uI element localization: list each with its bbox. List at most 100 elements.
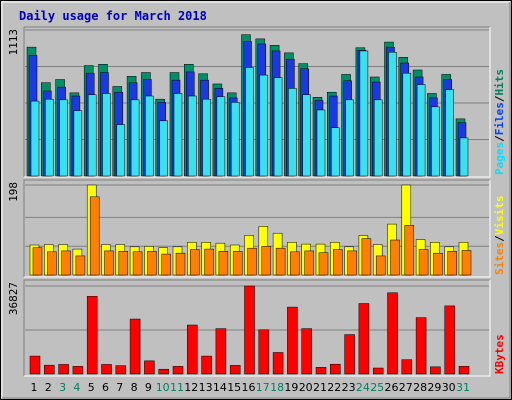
bar-pages-day13 bbox=[202, 98, 211, 177]
bar-kbytes-day4 bbox=[72, 366, 84, 375]
bar-pages-day30 bbox=[445, 89, 454, 177]
tick-label-day-4: 4 bbox=[73, 381, 80, 394]
legend-sites: Sites bbox=[493, 242, 506, 275]
tick-label-day-9: 9 bbox=[145, 381, 152, 394]
bar-kbytes-day15 bbox=[229, 365, 241, 375]
tick-label-day-7: 7 bbox=[116, 381, 123, 394]
tick-label-day-5: 5 bbox=[88, 381, 95, 394]
bar-pages-day14 bbox=[216, 96, 226, 177]
tick-label-day-30: 30 bbox=[442, 381, 456, 394]
bar-pages-day31 bbox=[459, 137, 469, 177]
bar-sites-day20 bbox=[304, 250, 314, 276]
bar-kbytes-day28 bbox=[415, 317, 427, 375]
bar-sites-day18 bbox=[275, 247, 286, 276]
panel-1-shadow bbox=[23, 179, 490, 277]
bar-pages-day17 bbox=[259, 74, 269, 177]
bar-pages-day6 bbox=[102, 93, 111, 177]
tick-label-day-20: 20 bbox=[299, 381, 313, 394]
bar-kbytes-day16 bbox=[244, 285, 255, 375]
tick-label-day-11: 11 bbox=[170, 381, 184, 394]
tick-label-day-22: 22 bbox=[327, 381, 341, 394]
bar-pages-day21 bbox=[316, 109, 326, 177]
bar-sites-day6 bbox=[104, 250, 114, 276]
bar-sites-day12 bbox=[190, 249, 200, 276]
bar-sites-day21 bbox=[318, 252, 329, 276]
bar-sites-day5 bbox=[89, 196, 100, 276]
bar-sites-day14 bbox=[218, 251, 229, 276]
legend-2: KBytes bbox=[493, 334, 506, 374]
tick-label-day-16: 16 bbox=[242, 381, 256, 394]
bar-kbytes-day30 bbox=[444, 305, 455, 375]
bar-pages-day29 bbox=[431, 106, 440, 177]
bar-sites-day17 bbox=[261, 246, 272, 276]
panel-2-highlight bbox=[24, 280, 491, 377]
tick-label-day-17: 17 bbox=[256, 381, 270, 394]
tick-label-day-1: 1 bbox=[31, 381, 38, 394]
bar-sites-day3 bbox=[61, 250, 71, 276]
bar-pages-day2 bbox=[45, 98, 54, 177]
bar-kbytes-day27 bbox=[401, 359, 413, 375]
legend-1: Sites/Visits bbox=[493, 196, 506, 276]
tick-label-day-14: 14 bbox=[213, 381, 227, 394]
bar-sites-day2 bbox=[47, 251, 57, 276]
bar-pages-day3 bbox=[59, 99, 68, 177]
bar-pages-day16 bbox=[245, 67, 254, 177]
bar-sites-day11 bbox=[175, 252, 186, 276]
tick-label-day-21: 21 bbox=[313, 381, 327, 394]
bar-pages-day27 bbox=[402, 72, 412, 177]
tick-label-day-2: 2 bbox=[45, 381, 52, 394]
legend-pages: Pages bbox=[493, 142, 506, 175]
bar-sites-day15 bbox=[232, 251, 243, 276]
bar-sites-day8 bbox=[132, 251, 143, 276]
tick-label-day-25: 25 bbox=[370, 381, 384, 394]
bar-kbytes-day1 bbox=[29, 355, 41, 375]
tick-label-day-10: 10 bbox=[156, 381, 170, 394]
bar-kbytes-day20 bbox=[301, 328, 312, 375]
bar-kbytes-day12 bbox=[187, 324, 198, 375]
tick-label-day-15: 15 bbox=[227, 381, 241, 394]
bar-kbytes-day13 bbox=[201, 355, 212, 375]
bar-pages-day20 bbox=[302, 94, 311, 177]
bar-kbytes-day17 bbox=[258, 329, 270, 375]
bar-sites-day28 bbox=[418, 249, 429, 276]
bar-pages-day5 bbox=[87, 94, 97, 177]
ymax-label-0: 1113 bbox=[7, 29, 20, 56]
bar-kbytes-day9 bbox=[144, 360, 155, 375]
legend-sep: / bbox=[493, 95, 506, 102]
bar-kbytes-day23 bbox=[344, 334, 355, 375]
tick-label-day-18: 18 bbox=[270, 381, 284, 394]
panel-2 bbox=[24, 280, 490, 376]
bar-pages-day15 bbox=[230, 102, 240, 177]
tick-label-day-31: 31 bbox=[456, 381, 470, 394]
tick-label-day-8: 8 bbox=[131, 381, 138, 394]
bar-sites-day10 bbox=[161, 253, 171, 276]
bar-pages-day24 bbox=[359, 50, 369, 177]
bar-sites-day23 bbox=[347, 250, 357, 276]
bar-kbytes-day24 bbox=[358, 303, 370, 375]
panel-0-highlight bbox=[24, 27, 491, 178]
bar-kbytes-day29 bbox=[430, 366, 441, 375]
bar-pages-day9 bbox=[145, 95, 154, 177]
tick-label-day-13: 13 bbox=[199, 381, 213, 394]
bar-pages-day12 bbox=[188, 95, 197, 177]
legend-0: Pages/Files/Hits bbox=[493, 69, 506, 175]
bar-sites-day25 bbox=[375, 255, 386, 276]
panel-2-shadow bbox=[23, 279, 490, 376]
bar-pages-day28 bbox=[416, 84, 426, 177]
bar-sites-day31 bbox=[461, 250, 472, 276]
bar-pages-day23 bbox=[345, 99, 354, 177]
tick-label-day-12: 12 bbox=[184, 381, 198, 394]
tick-label-day-27: 27 bbox=[399, 381, 413, 394]
bar-pages-day4 bbox=[73, 110, 83, 177]
bar-pages-day1 bbox=[30, 100, 40, 177]
bar-sites-day13 bbox=[204, 248, 214, 276]
bar-sites-day7 bbox=[118, 251, 129, 276]
bar-sites-day26 bbox=[390, 239, 400, 276]
bar-pages-day26 bbox=[388, 51, 397, 177]
tick-label-day-28: 28 bbox=[413, 381, 427, 394]
bar-sites-day9 bbox=[147, 251, 157, 276]
bar-sites-day29 bbox=[433, 252, 443, 276]
panel-1-highlight bbox=[24, 180, 491, 278]
